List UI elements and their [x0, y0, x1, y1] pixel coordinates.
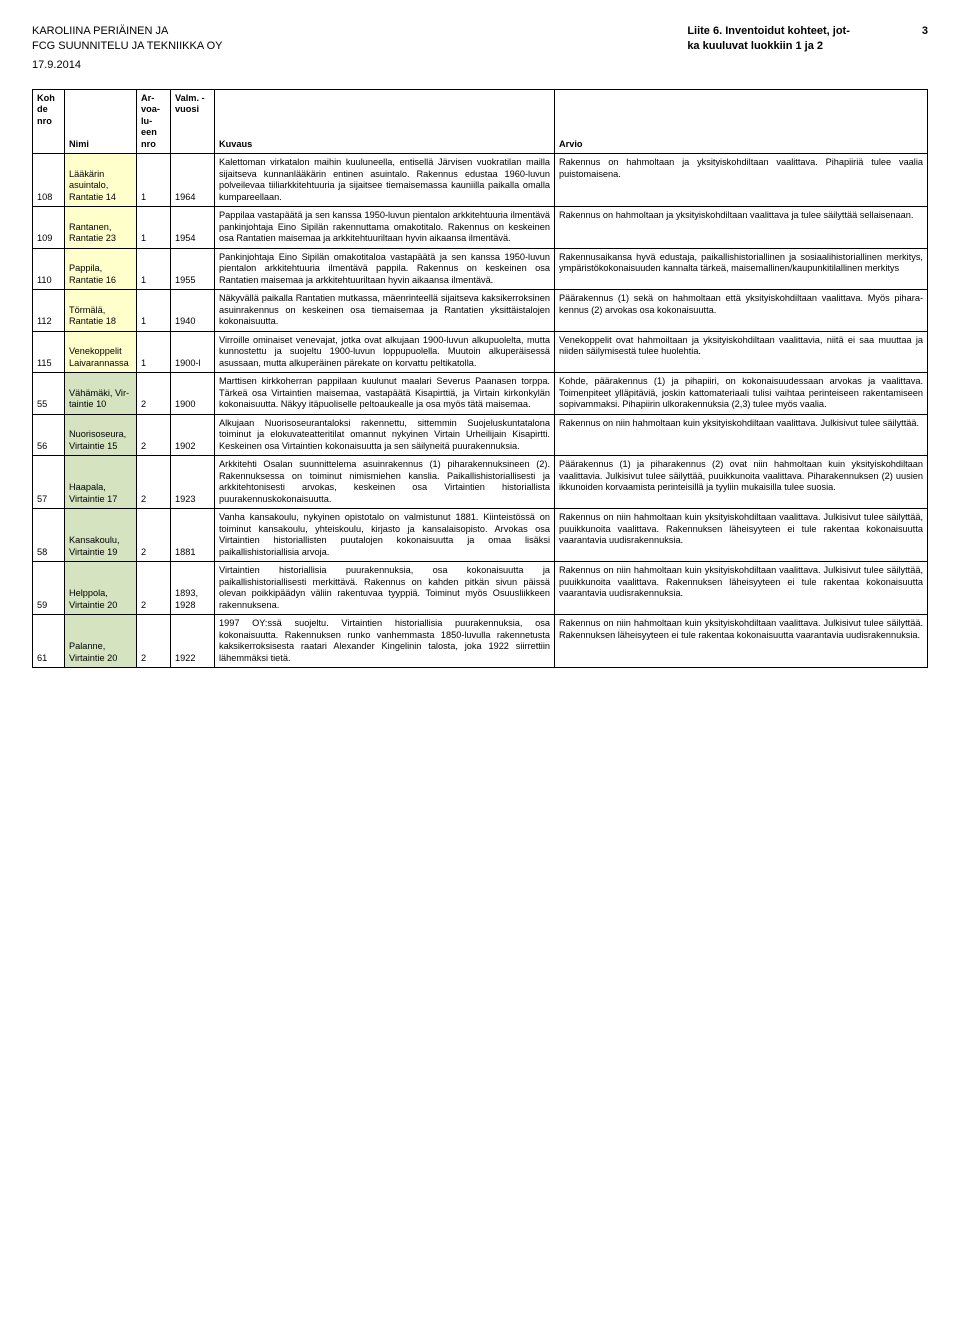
col-header-kuvaus: Kuvaus [215, 89, 555, 154]
cell-arvo: 1 [137, 207, 171, 249]
cell-nro: 61 [33, 615, 65, 668]
cell-arvio: Venekoppelit ovat hahmoiltaan ja yksityi… [555, 331, 928, 373]
cell-arvo: 2 [137, 414, 171, 456]
cell-arvio: Rakennus on niin hahmoltaan kuin yksityi… [555, 414, 928, 456]
cell-kuvaus: Virtaintien historiallisia puurakennuksi… [215, 562, 555, 615]
cell-nro: 112 [33, 290, 65, 332]
cell-arvo: 2 [137, 562, 171, 615]
cell-nro: 57 [33, 456, 65, 509]
cell-kuvaus: Pappilaa vastapäätä ja sen kanssa 1950-l… [215, 207, 555, 249]
table-row: 56Nuoriso­seura, Virtaintie 1521902Alkuj… [33, 414, 928, 456]
header-left-line1: KAROLIINA PERIÄINEN JA [32, 24, 223, 39]
cell-kuvaus: Näkyvällä paikalla Rantatien mutkassa, m… [215, 290, 555, 332]
cell-arvio: Rakennus on hahmoltaan ja yksityiskohdil… [555, 154, 928, 207]
cell-nimi: Nuoriso­seura, Virtaintie 15 [65, 414, 137, 456]
cell-nimi: Törmälä, Rantatie 18 [65, 290, 137, 332]
cell-arvio: Rakennus on niin hahmoltaan kuin yksityi… [555, 615, 928, 668]
table-row: 59Helppola, Virtaintie 2021893, 1928Virt… [33, 562, 928, 615]
cell-vuosi: 1900 [171, 373, 215, 415]
table-row: 109Rantanen, Rantatie 2311954Pappilaa va… [33, 207, 928, 249]
cell-kuvaus: Alkujaan Nuorisoseurantaloksi rakennettu… [215, 414, 555, 456]
cell-vuosi: 1881 [171, 509, 215, 562]
header-right-titleblock: Liite 6. Inventoidut kohteet, jot- ka ku… [687, 24, 850, 55]
cell-arvo: 2 [137, 456, 171, 509]
cell-nimi: Palanne, Virtaintie 20 [65, 615, 137, 668]
cell-kuvaus: Pankinjohtaja Eino Sipilän omakotitaloa … [215, 248, 555, 290]
cell-nimi: Vähämä­ki, Vir­taintie 10 [65, 373, 137, 415]
cell-vuosi: 1893, 1928 [171, 562, 215, 615]
cell-vuosi: 1900-l [171, 331, 215, 373]
header-right: Liite 6. Inventoidut kohteet, jot- ka ku… [687, 24, 928, 55]
cell-arvio: Päärakennus (1) sekä on hahmoltaan että … [555, 290, 928, 332]
cell-kuvaus: Marttisen kirkkoherran pappilaan kuulunu… [215, 373, 555, 415]
cell-arvo: 1 [137, 154, 171, 207]
cell-nro: 59 [33, 562, 65, 615]
col-header-nimi: Nimi [65, 89, 137, 154]
col-header-arvo: Ar- voa- lu- een nro [137, 89, 171, 154]
cell-nimi: Lääkärin asuintalo, Rantatie 14 [65, 154, 137, 207]
header-left: KAROLIINA PERIÄINEN JA FCG SUUNNITELU JA… [32, 24, 223, 55]
page-number: 3 [922, 24, 928, 39]
cell-arvo: 1 [137, 248, 171, 290]
cell-nro: 108 [33, 154, 65, 207]
cell-vuosi: 1940 [171, 290, 215, 332]
table-row: 55Vähämä­ki, Vir­taintie 1021900Marttise… [33, 373, 928, 415]
col-header-arvio: Arvio [555, 89, 928, 154]
table-row: 115Venekop­pelit Lai­varannas­sa11900-lV… [33, 331, 928, 373]
cell-nimi: Kansa­koulu, Virtaintie 19 [65, 509, 137, 562]
cell-arvo: 2 [137, 509, 171, 562]
cell-nro: 110 [33, 248, 65, 290]
page-header: KAROLIINA PERIÄINEN JA FCG SUUNNITELU JA… [32, 24, 928, 55]
cell-nro: 55 [33, 373, 65, 415]
cell-arvio: Rakennus on niin hahmoltaan kuin yksityi… [555, 562, 928, 615]
cell-nro: 115 [33, 331, 65, 373]
table-row: 110Pappila, Rantatie 1611955Pankinjohtaj… [33, 248, 928, 290]
cell-vuosi: 1923 [171, 456, 215, 509]
table-row: 58Kansa­koulu, Virtaintie 1921881Vanha k… [33, 509, 928, 562]
cell-nimi: Helppola, Virtaintie 20 [65, 562, 137, 615]
cell-arvio: Rakennus on niin hahmoltaan kuin yksityi… [555, 509, 928, 562]
cell-arvo: 1 [137, 331, 171, 373]
header-right-line1: Liite 6. Inventoidut kohteet, jot- [687, 24, 850, 39]
header-right-line2: ka kuuluvat luokkiin 1 ja 2 [687, 39, 850, 54]
inventory-table: Koh de nro Nimi Ar- voa- lu- een nro Val… [32, 89, 928, 669]
table-row: 112Törmälä, Rantatie 1811940Näkyvällä pa… [33, 290, 928, 332]
table-row: 108Lääkärin asuintalo, Rantatie 1411964K… [33, 154, 928, 207]
cell-vuosi: 1902 [171, 414, 215, 456]
cell-nimi: Rantanen, Rantatie 23 [65, 207, 137, 249]
cell-nimi: Venekop­pelit Lai­varannas­sa [65, 331, 137, 373]
cell-nro: 109 [33, 207, 65, 249]
cell-vuosi: 1954 [171, 207, 215, 249]
col-header-vuosi: Valm. - vuosi [171, 89, 215, 154]
cell-arvio: Kohde, päärakennus (1) ja pihapiiri, on … [555, 373, 928, 415]
col-header-nro: Koh de nro [33, 89, 65, 154]
cell-kuvaus: Virroille ominaiset venevajat, jotka ova… [215, 331, 555, 373]
header-left-line2: FCG SUUNNITELU JA TEKNIIKKA OY [32, 39, 223, 54]
cell-kuvaus: Vanha kansakoulu, nykyinen opistotalo on… [215, 509, 555, 562]
cell-vuosi: 1964 [171, 154, 215, 207]
header-date: 17.9.2014 [32, 59, 928, 71]
cell-arvo: 2 [137, 615, 171, 668]
cell-kuvaus: 1997 OY:ssä suojeltu. Virtaintien histor… [215, 615, 555, 668]
cell-nro: 58 [33, 509, 65, 562]
cell-arvio: Rakennus on hahmoltaan ja yksityiskohdil… [555, 207, 928, 249]
table-row: 61Palanne, Virtaintie 20219221997 OY:ssä… [33, 615, 928, 668]
table-header-row: Koh de nro Nimi Ar- voa- lu- een nro Val… [33, 89, 928, 154]
cell-nimi: Haapala, Virtaintie 17 [65, 456, 137, 509]
cell-arvio: Rakennusaikansa hyvä edustaja, paikallis… [555, 248, 928, 290]
table-body: 108Lääkärin asuintalo, Rantatie 1411964K… [33, 154, 928, 668]
cell-nro: 56 [33, 414, 65, 456]
cell-vuosi: 1922 [171, 615, 215, 668]
cell-nimi: Pappila, Rantatie 16 [65, 248, 137, 290]
cell-vuosi: 1955 [171, 248, 215, 290]
cell-kuvaus: Arkkitehti Osalan suunnittelema asuinrak… [215, 456, 555, 509]
table-row: 57Haapala, Virtaintie 1721923Arkkitehti … [33, 456, 928, 509]
cell-arvo: 1 [137, 290, 171, 332]
cell-arvo: 2 [137, 373, 171, 415]
cell-arvio: Päärakennus (1) ja piharakennus (2) ovat… [555, 456, 928, 509]
cell-kuvaus: Kalettoman virkatalon maihin kuuluneella… [215, 154, 555, 207]
